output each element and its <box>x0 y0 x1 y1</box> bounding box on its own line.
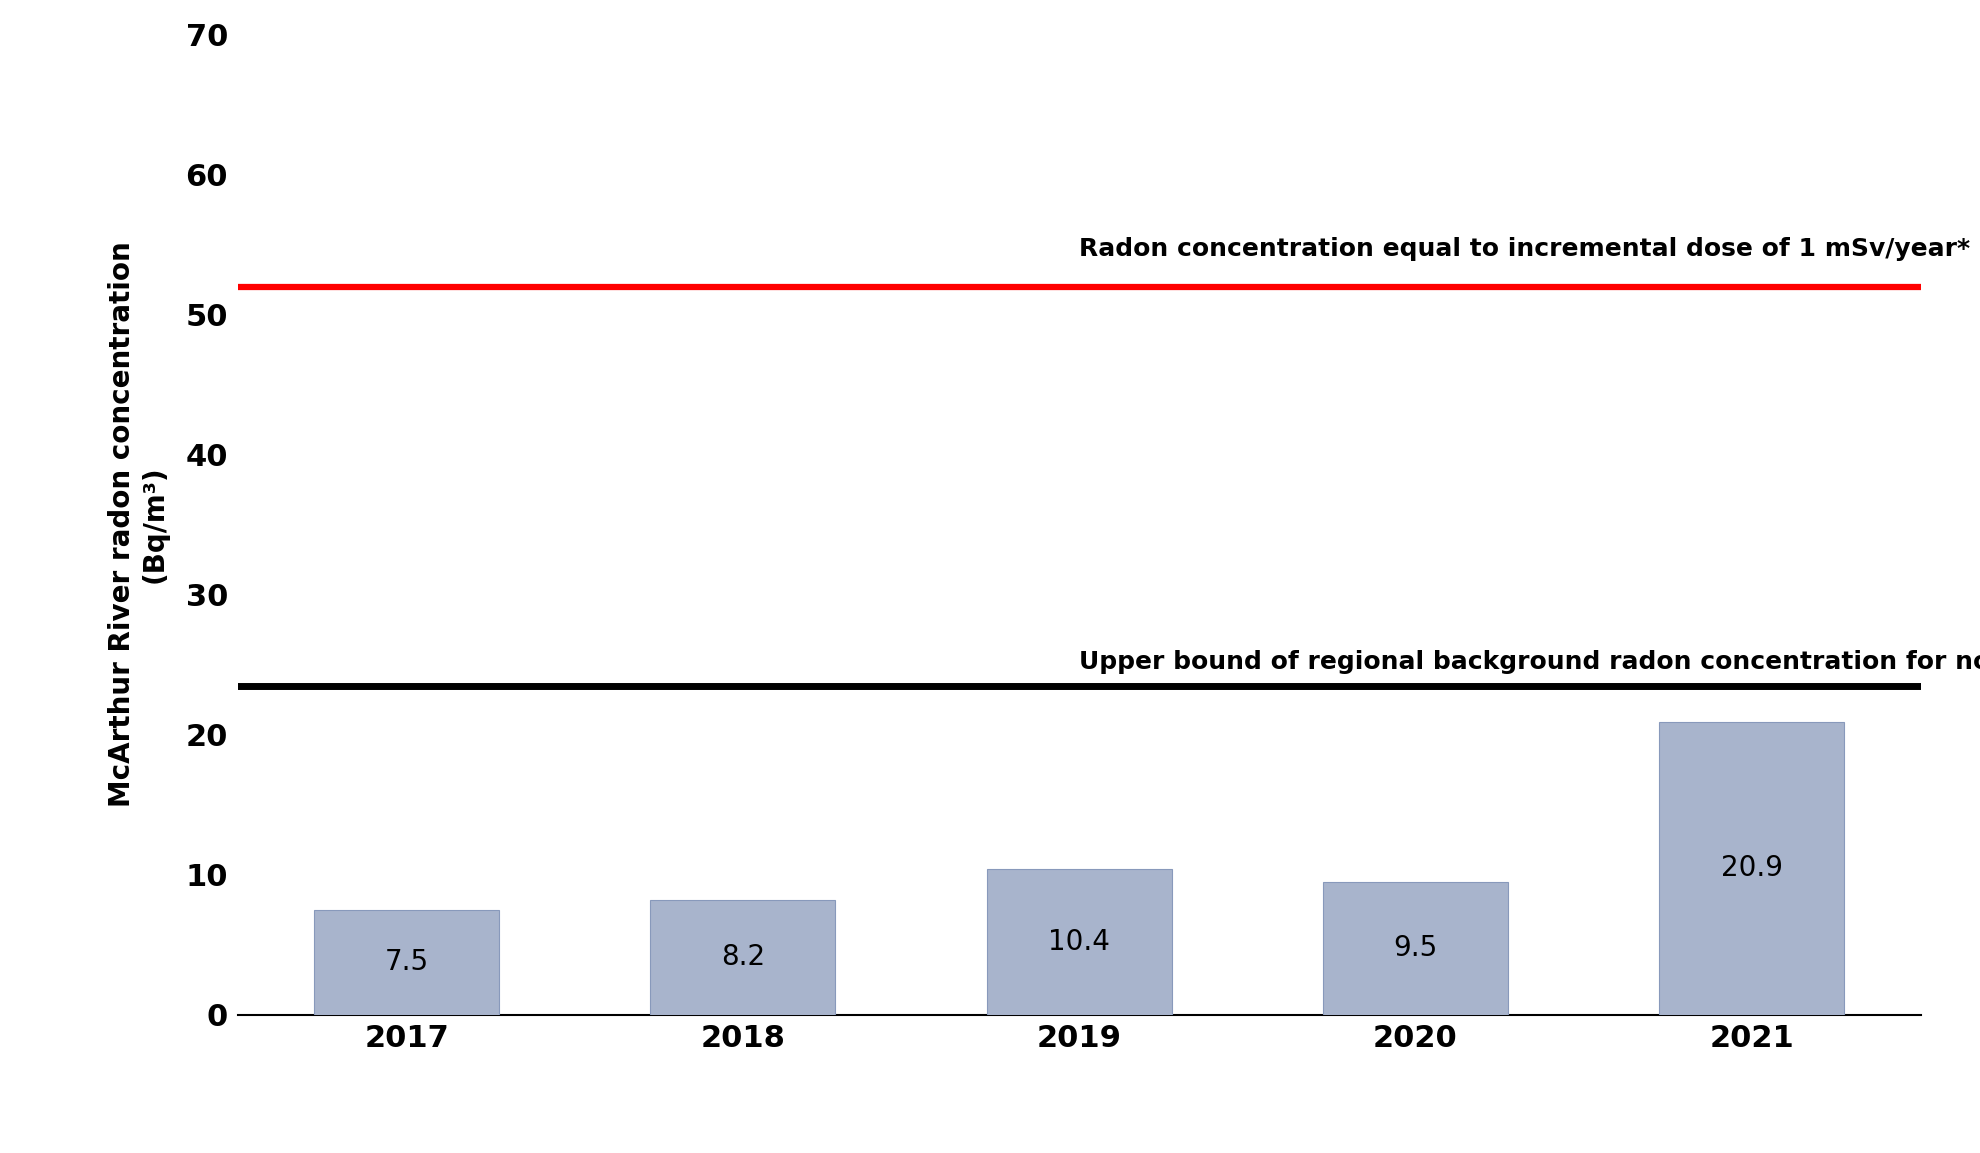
Bar <box>986 869 1172 1015</box>
Text: Radon concentration equal to incremental dose of 1 mSv/year*: Radon concentration equal to incremental… <box>1079 238 1970 262</box>
Text: 7.5: 7.5 <box>384 948 428 977</box>
Y-axis label: McArthur River radon concentration
(Bq/m³): McArthur River radon concentration (Bq/m… <box>109 242 168 807</box>
Text: 20.9: 20.9 <box>1721 854 1782 882</box>
Bar <box>1659 722 1843 1015</box>
Text: Upper bound of regional background radon concentration for northern Saskatchewan: Upper bound of regional background radon… <box>1079 650 1980 675</box>
Bar <box>1323 882 1509 1015</box>
Text: 8.2: 8.2 <box>721 943 764 971</box>
Text: 9.5: 9.5 <box>1394 934 1437 962</box>
Bar <box>649 899 836 1015</box>
Text: 10.4: 10.4 <box>1047 928 1111 956</box>
Bar <box>315 910 499 1015</box>
